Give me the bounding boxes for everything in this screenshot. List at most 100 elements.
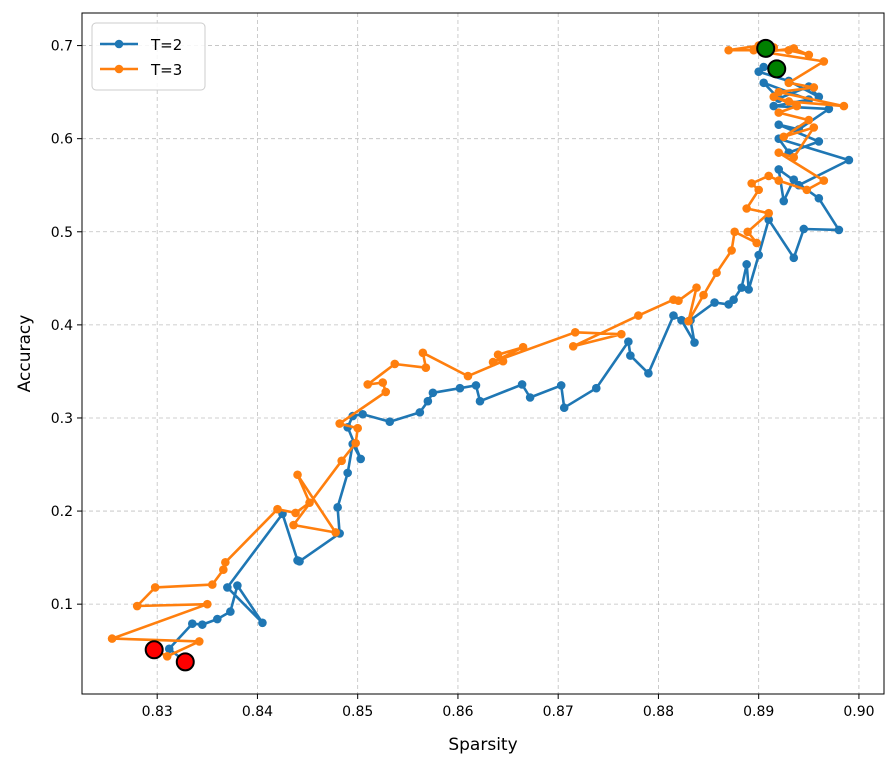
data-point: [743, 227, 752, 237]
data-point: [358, 409, 368, 419]
y-tick-label: 0.2: [51, 504, 73, 520]
data-point: [289, 520, 298, 530]
data-point: [421, 363, 431, 372]
y-tick-label: 0.5: [51, 225, 73, 241]
data-point: [789, 253, 799, 263]
data-point: [626, 351, 635, 360]
data-point: [333, 503, 342, 512]
data-point: [634, 311, 643, 320]
data-point: [291, 508, 300, 518]
plot-area-frame: [81, 12, 885, 695]
data-point: [764, 215, 774, 224]
data-point: [809, 123, 819, 132]
data-point: [819, 57, 829, 66]
data-point: [727, 246, 736, 255]
y-tick-label: 0.3: [51, 411, 73, 427]
data-point: [194, 637, 204, 646]
x-tick-label: 0.83: [142, 704, 173, 720]
data-point: [331, 528, 340, 537]
x-tick-label: 0.90: [843, 704, 874, 720]
x-tick-label: 0.89: [743, 704, 774, 720]
data-point: [107, 634, 117, 643]
y-tick-label: 0.4: [51, 318, 73, 334]
data-point: [684, 316, 693, 326]
data-point: [517, 380, 527, 389]
data-point: [809, 83, 819, 92]
data-point: [752, 238, 761, 248]
data-point: [219, 565, 228, 575]
data-point: [834, 225, 844, 235]
data-point: [792, 101, 802, 111]
data-point: [203, 599, 212, 609]
data-point: [164, 644, 174, 654]
data-point: [710, 298, 719, 307]
x-tick-label: 0.85: [342, 704, 373, 720]
data-point: [747, 179, 756, 188]
data-point: [363, 380, 373, 389]
data-point: [774, 120, 784, 130]
y-axis-label: Accuracy: [15, 315, 35, 393]
data-point: [784, 45, 794, 55]
data-point: [774, 108, 784, 117]
data-point: [556, 381, 566, 390]
data-point: [674, 296, 683, 305]
y-tick-label: 0.7: [51, 39, 73, 55]
data-point: [343, 468, 352, 478]
data-point: [744, 285, 753, 294]
data-point: [463, 371, 473, 381]
data-point: [617, 329, 626, 339]
data-point: [381, 387, 391, 397]
data-point: [729, 295, 738, 305]
data-point: [390, 359, 400, 369]
data-point: [423, 396, 433, 406]
data-point: [814, 193, 824, 203]
data-point: [779, 196, 789, 206]
data-point: [839, 101, 849, 111]
data-point: [789, 152, 799, 162]
data-point: [518, 342, 528, 352]
series-T=3: [107, 41, 849, 661]
data-point: [774, 176, 784, 185]
highlight-markers: [144, 38, 787, 672]
x-tick-label: 0.88: [643, 704, 674, 720]
data-point: [774, 87, 784, 97]
data-point: [455, 383, 465, 393]
data-point: [475, 396, 485, 406]
grid-lines: [82, 13, 884, 694]
data-point: [493, 350, 503, 359]
data-point: [132, 601, 142, 611]
series-line: [167, 65, 851, 663]
end-marker: [767, 59, 787, 79]
data-point: [162, 651, 172, 661]
data-point: [356, 454, 365, 464]
data-point: [764, 208, 774, 218]
data-point: [415, 408, 425, 417]
data-point: [213, 614, 222, 624]
data-point: [754, 185, 763, 195]
data-point: [293, 470, 302, 480]
legend-box: [91, 22, 206, 91]
data-point: [804, 50, 814, 60]
data-point: [764, 171, 774, 181]
data-point: [305, 498, 314, 507]
data-point: [819, 176, 829, 185]
x-tick-label: 0.87: [543, 704, 574, 720]
x-tick-label: 0.86: [442, 704, 473, 720]
data-point: [759, 78, 768, 88]
data-point: [677, 315, 686, 325]
data-point: [525, 393, 535, 402]
data-point: [699, 290, 708, 300]
y-axis-ticks: 0.1 0.2 0.3 0.4 0.5 0.6 0.7: [51, 39, 82, 613]
data-point: [737, 283, 746, 292]
data-point: [644, 368, 653, 378]
data-point: [784, 78, 794, 88]
data-point: [799, 224, 809, 234]
series-layer: [107, 41, 854, 667]
data-point: [754, 250, 763, 260]
data-point: [570, 328, 580, 337]
data-point: [471, 381, 481, 390]
data-point: [337, 456, 346, 466]
data-point: [759, 62, 768, 72]
data-point: [774, 165, 784, 174]
data-point: [591, 383, 601, 393]
